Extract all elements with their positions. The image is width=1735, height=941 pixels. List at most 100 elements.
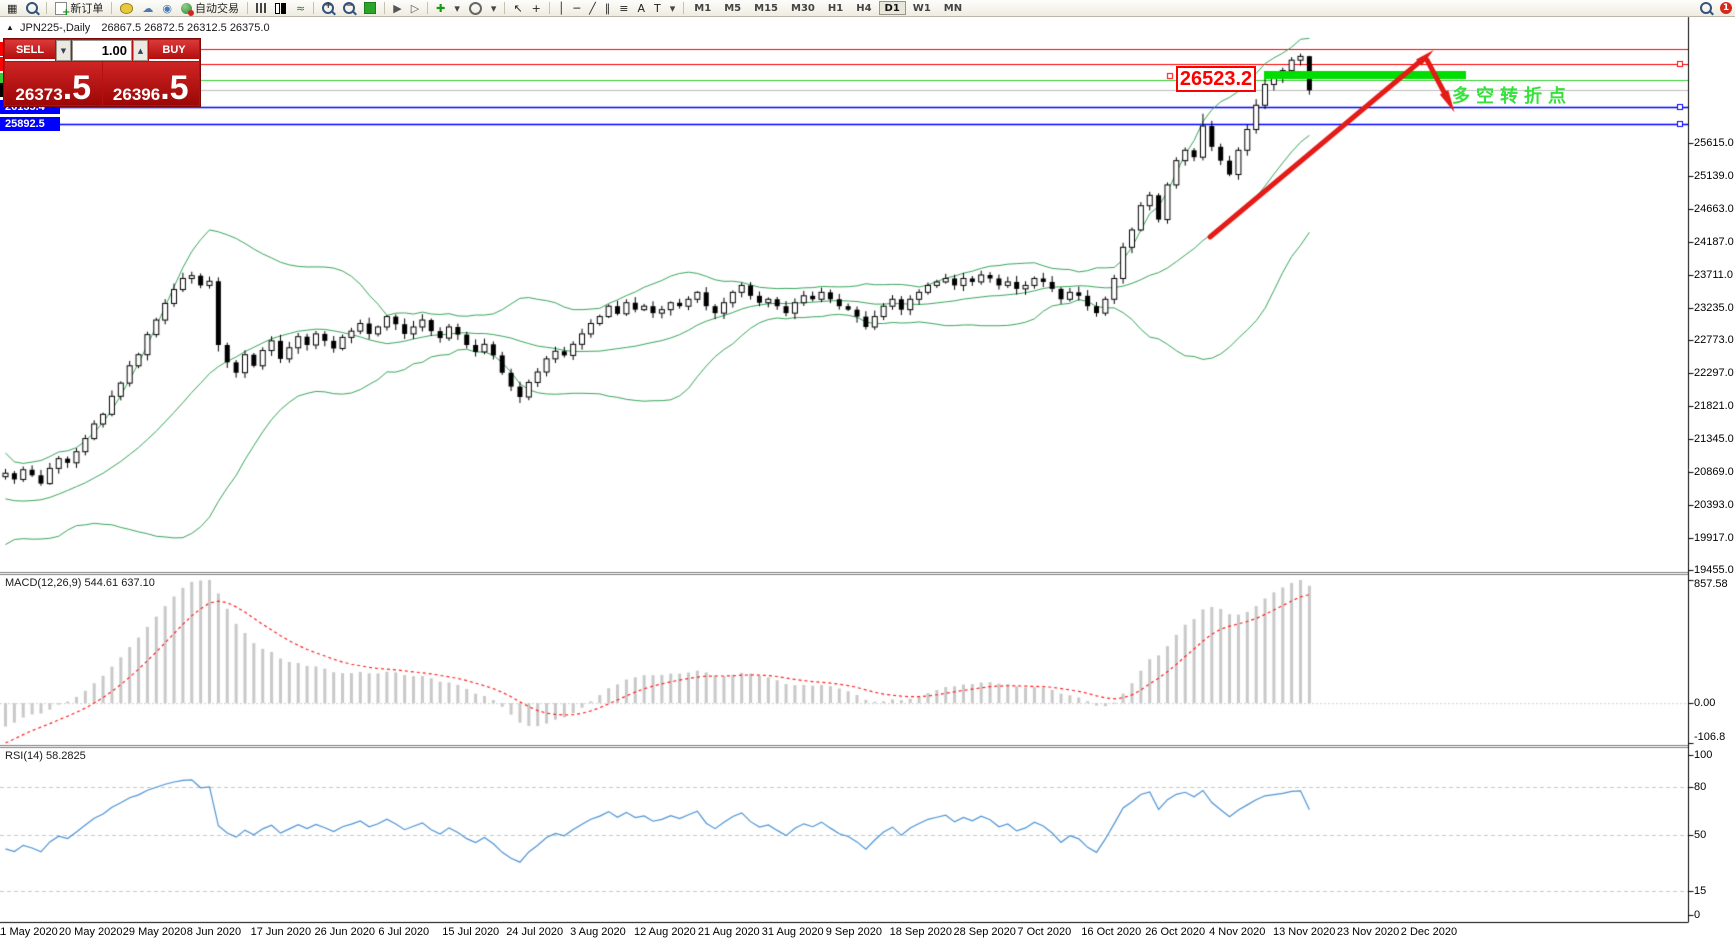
date-axis-label: 20 May 2020 xyxy=(58,926,123,938)
date-axis-label: 26 Oct 2020 xyxy=(1145,926,1206,938)
rsi-scale-50: 50 xyxy=(1694,829,1707,841)
auto-trading-button[interactable]: 自动交易 xyxy=(177,1,243,16)
timeframe-MN[interactable]: MN xyxy=(938,1,968,15)
vertical-line-icon[interactable]: │ xyxy=(554,1,569,16)
toolbar-separator xyxy=(548,2,550,14)
toolbar-separator xyxy=(504,2,506,14)
date-axis-label: 18 Sep 2020 xyxy=(889,926,952,938)
price-axis-tick: 23235.0 xyxy=(1694,302,1734,314)
toolbar-separator xyxy=(313,2,315,14)
buy-price-main: 26396 xyxy=(112,85,161,104)
one-click-trading-panel: SELL ▼ ▲ BUY 26373.5 26396.5 xyxy=(3,38,201,107)
price-axis-tick: 25615.0 xyxy=(1694,137,1734,149)
cursor-icon[interactable]: ↖ xyxy=(509,1,526,16)
price-axis-tick: 24187.0 xyxy=(1694,236,1734,248)
collapse-triangle-icon[interactable]: ▲ xyxy=(6,23,14,32)
indicators-dropdown-icon[interactable]: ▾ xyxy=(450,1,464,16)
date-axis-label: 4 Nov 2020 xyxy=(1209,926,1266,938)
period-dropdown-icon[interactable] xyxy=(465,1,486,16)
price-callout-box[interactable]: 26523.2 xyxy=(1176,66,1256,92)
timeframe-M15[interactable]: M15 xyxy=(748,1,784,15)
mql5-community-icon[interactable]: ☁ xyxy=(138,1,157,16)
date-axis-label: 21 Aug 2020 xyxy=(697,926,760,938)
price-line-badge: 25892.5 xyxy=(0,117,60,131)
tile-windows-icon[interactable] xyxy=(360,1,380,16)
horizontal-line-icon[interactable]: ─ xyxy=(570,1,585,16)
buy-button[interactable]: BUY xyxy=(149,40,199,61)
chart-window-icon[interactable]: ▦ xyxy=(3,1,21,16)
text-label-icon[interactable]: T xyxy=(650,1,665,16)
signals-icon[interactable]: ◉ xyxy=(158,1,176,16)
rsi-scale-100: 100 xyxy=(1694,749,1713,761)
date-axis-label: 6 Jul 2020 xyxy=(378,926,430,938)
arrows-dropdown-icon[interactable]: ▾ xyxy=(666,1,680,16)
volume-decrease-button[interactable]: ▼ xyxy=(56,40,71,61)
toolbar-separator xyxy=(111,2,113,14)
history-center-icon[interactable] xyxy=(116,1,137,16)
date-axis-label: 3 Aug 2020 xyxy=(570,926,626,938)
candlestick-chart-icon[interactable] xyxy=(271,1,291,16)
date-axis-label: 29 May 2020 xyxy=(122,926,187,938)
price-axis-tick: 21345.0 xyxy=(1694,433,1734,445)
crosshair-icon[interactable]: + xyxy=(528,1,545,16)
price-axis-tick: 19917.0 xyxy=(1694,532,1734,544)
timeframe-M30[interactable]: M30 xyxy=(785,1,821,15)
price-axis-tick: 23711.0 xyxy=(1694,269,1733,281)
fibonacci-icon[interactable]: ≡ xyxy=(615,1,632,16)
date-axis-label: 23 Nov 2020 xyxy=(1336,926,1400,938)
date-axis-label: 9 Sep 2020 xyxy=(825,926,882,938)
zoom-in-icon[interactable]: + xyxy=(318,1,338,16)
sell-button[interactable]: SELL xyxy=(5,40,55,61)
date-axis-label: 28 Sep 2020 xyxy=(953,926,1016,938)
zoom-out-icon[interactable]: − xyxy=(339,1,359,16)
timeframe-H1[interactable]: H1 xyxy=(822,1,849,15)
price-axis-tick: 20869.0 xyxy=(1694,466,1734,478)
indicators-add-icon[interactable]: ✚ xyxy=(432,1,449,16)
new-order-button[interactable]: 新订单 xyxy=(51,1,107,18)
notifications-badge[interactable]: 1 xyxy=(1720,2,1732,14)
symbol-period-label: JPN225-,Daily xyxy=(19,22,91,34)
price-axis-tick: 24663.0 xyxy=(1694,203,1734,215)
profile-search-icon[interactable] xyxy=(22,1,42,16)
volume-increase-button[interactable]: ▲ xyxy=(133,40,148,61)
chart-shift-icon[interactable]: ▷ xyxy=(407,1,423,16)
sell-price-pips: .5 xyxy=(62,69,92,107)
date-axis-label: 7 Oct 2020 xyxy=(1017,926,1072,938)
macd-scale-min: -106.8 xyxy=(1694,731,1726,743)
search-icon[interactable] xyxy=(1696,1,1716,16)
macd-label: MACD(12,26,9) 544.61 637.10 xyxy=(5,577,155,589)
turning-point-note[interactable]: 多空转折点 xyxy=(1452,86,1572,107)
bar-chart-icon[interactable] xyxy=(252,1,270,16)
timeframe-M5[interactable]: M5 xyxy=(718,1,747,15)
templates-dropdown-icon[interactable]: ▾ xyxy=(487,1,501,16)
timeframe-M1[interactable]: M1 xyxy=(688,1,717,15)
macd-scale-max: 857.58 xyxy=(1694,578,1728,590)
date-axis-label: 17 Jun 2020 xyxy=(250,926,312,938)
rsi-scale-80: 80 xyxy=(1694,781,1707,793)
line-chart-icon[interactable]: ≈ xyxy=(292,1,309,16)
toolbar-separator xyxy=(384,2,386,14)
volume-input[interactable] xyxy=(72,40,132,61)
toolbar-separator xyxy=(683,2,685,14)
main-toolbar: ▦新订单☁◉自动交易≈+−▶▷✚▾▾↖+│─╱∥≡AT▾M1M5M15M30H1… xyxy=(0,0,1735,18)
toolbar-separator xyxy=(46,2,48,14)
price-axis-tick: 19455.0 xyxy=(1694,564,1734,576)
date-axis-label: 12 Aug 2020 xyxy=(634,926,696,938)
auto-scroll-icon[interactable]: ▶ xyxy=(389,1,405,16)
date-axis-label: 24 Jul 2020 xyxy=(506,926,564,938)
buy-price-display[interactable]: 26396.5 xyxy=(102,62,199,105)
macd-scale-zero: 0.00 xyxy=(1694,697,1716,709)
rsi-label: RSI(14) 58.2825 xyxy=(5,750,86,762)
sell-price-display[interactable]: 26373.5 xyxy=(5,62,102,105)
equidistant-channel-icon[interactable]: ∥ xyxy=(601,1,615,16)
sell-price-main: 26373 xyxy=(15,85,63,104)
text-icon[interactable]: A xyxy=(633,1,649,16)
timeframe-D1[interactable]: D1 xyxy=(878,1,906,15)
date-axis-label: 15 Jul 2020 xyxy=(442,926,500,938)
date-axis-label: 11 May 2020 xyxy=(0,926,58,938)
timeframe-W1[interactable]: W1 xyxy=(907,1,937,15)
trendline-icon[interactable]: ╱ xyxy=(585,1,600,16)
timeframe-H4[interactable]: H4 xyxy=(850,1,877,15)
